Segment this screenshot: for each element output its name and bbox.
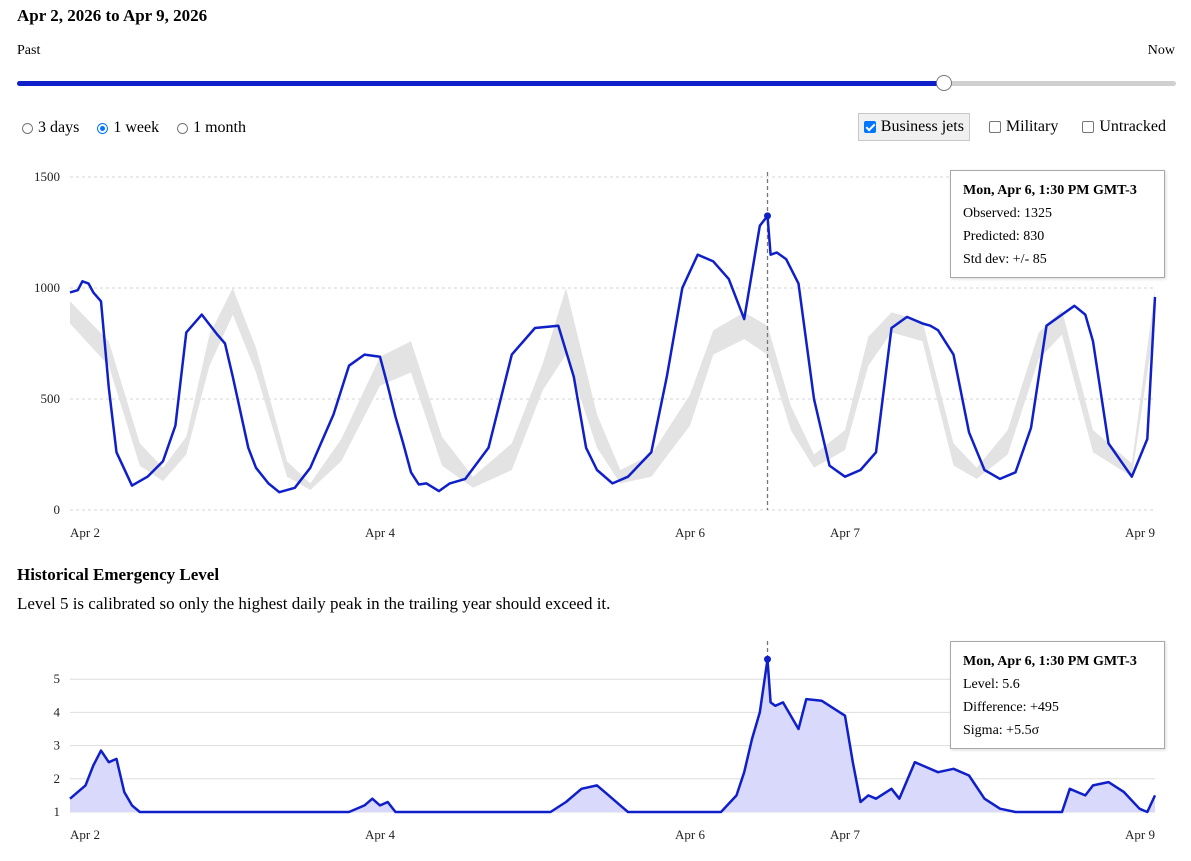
date-range-title: Apr 2, 2026 to Apr 9, 2026 (17, 6, 208, 25)
time-slider-fill (17, 81, 945, 86)
y-tick-label: 1000 (34, 280, 60, 295)
filter-military[interactable]: Military (984, 114, 1063, 140)
tooltip-level: Level: 5.6 (963, 677, 1020, 692)
y-tick-label: 500 (41, 391, 61, 406)
y-tick-label: 5 (54, 671, 61, 686)
emergency-level-description: Level 5 is calibrated so only the highes… (17, 594, 611, 613)
highlight-point (764, 655, 771, 663)
slider-now-label: Now (1147, 43, 1175, 58)
time-slider-handle[interactable] (936, 75, 953, 91)
tooltip-sigma: Sigma: +5.5σ (963, 723, 1040, 738)
tooltip-observed: Observed: 1325 (963, 206, 1053, 221)
range-option-1-month[interactable]: 1 month (177, 119, 246, 137)
tooltip-title: Mon, Apr 6, 1:30 PM GMT-3 (963, 654, 1137, 669)
x-tick-label: Apr 4 (365, 827, 395, 842)
filter-label: Military (1005, 118, 1059, 135)
x-tick-label: Apr 4 (365, 525, 395, 540)
tooltip-difference: Difference: +495 (963, 700, 1059, 715)
traffic-chart[interactable]: 0 500 1000 1500 Apr 2 Apr 4 Apr 6 Apr 7 Apr 9 (0, 160, 1191, 540)
range-option-label: 1 month (193, 119, 246, 136)
radio-button[interactable] (97, 122, 109, 134)
x-tick-label: Apr 6 (675, 827, 705, 842)
observed-line (69, 214, 1157, 494)
range-option-3-days[interactable]: 3 days (22, 119, 79, 137)
time-slider-track[interactable] (17, 81, 1176, 86)
filter-untracked[interactable]: Untracked (1077, 114, 1171, 140)
x-tick-label: Apr 9 (1125, 827, 1155, 842)
filter-checkbox-group: Business jets Military Untracked (857, 113, 1171, 141)
slider-past-label: Past (17, 43, 41, 58)
x-tick-label: Apr 9 (1125, 525, 1155, 540)
tooltip-title: Mon, Apr 6, 1:30 PM GMT-3 (963, 183, 1137, 198)
x-tick-label: Apr 7 (830, 827, 860, 842)
emergency-level-title: Historical Emergency Level (17, 565, 220, 584)
y-tick-label: 3 (54, 738, 61, 753)
checkbox[interactable] (1082, 121, 1095, 133)
y-tick-label: 0 (54, 502, 61, 517)
range-option-label: 3 days (38, 119, 80, 136)
emergency-level-chart[interactable]: 1 2 3 4 5 Apr 2 Apr 4 Apr 6 Apr 7 Apr 9 (0, 640, 1191, 855)
range-option-label: 1 week (113, 119, 160, 136)
radio-button[interactable] (22, 122, 33, 134)
y-tick-label: 1500 (34, 169, 60, 184)
radio-button[interactable] (177, 122, 189, 134)
predicted-band (70, 288, 1155, 490)
filter-label: Untracked (1099, 118, 1166, 135)
filter-label: Business jets (880, 118, 964, 135)
x-tick-label: Apr 7 (830, 525, 860, 540)
level-tooltip: Mon, Apr 6, 1:30 PM GMT-3 Level: 5.6 Dif… (950, 641, 1165, 749)
x-tick-label: Apr 2 (70, 525, 100, 540)
y-tick-label: 4 (54, 704, 61, 719)
y-tick-label: 1 (54, 804, 61, 819)
x-tick-label: Apr 2 (70, 827, 100, 842)
range-option-1-week[interactable]: 1 week (97, 119, 159, 137)
tooltip-predicted: Predicted: 830 (963, 229, 1045, 244)
checkbox[interactable] (988, 121, 1001, 133)
chart-tooltip: Mon, Apr 6, 1:30 PM GMT-3 Observed: 1325… (950, 170, 1165, 278)
range-radio-group: 3 days 1 week 1 month (22, 119, 246, 137)
level-line (69, 658, 1157, 814)
x-tick-label: Apr 6 (675, 525, 705, 540)
filter-business-jets[interactable]: Business jets (857, 113, 970, 141)
checkbox[interactable] (863, 121, 876, 133)
tooltip-stddev: Std dev: +/- 85 (963, 252, 1047, 267)
highlight-point (764, 212, 771, 220)
y-tick-label: 2 (54, 771, 61, 786)
